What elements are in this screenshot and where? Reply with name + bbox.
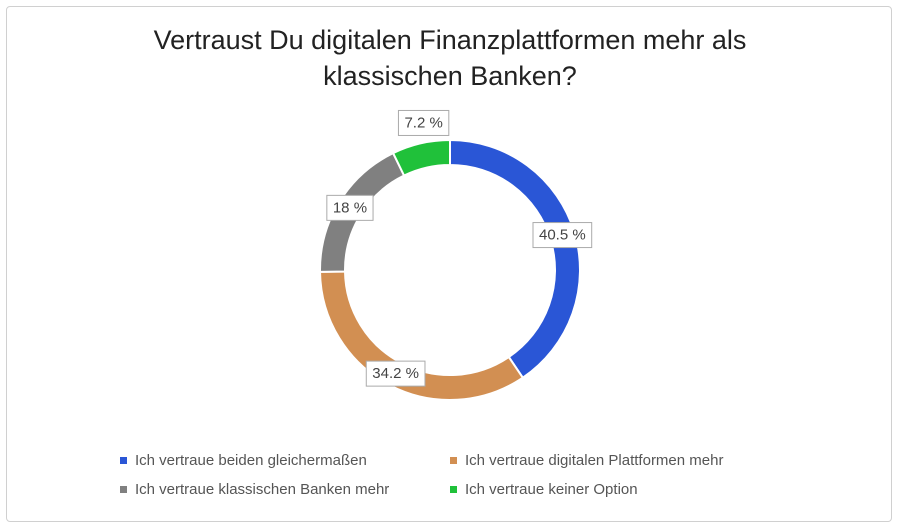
data-label: 34.2 % [365,360,426,387]
data-label-box [326,194,374,221]
legend-item: Ich vertraue keiner Option [450,481,820,498]
data-label: 18 % [326,194,374,221]
chart: 40.5 % 34.2 % 18 % 7.2 % [318,109,593,401]
legend: Ich vertraue beiden gleichermaßen Ich ver… [120,452,820,498]
chart-title: Vertraust Du digitalen Finanzplattformen… [153,25,747,91]
data-label: 40.5 % [532,222,593,249]
donut-segment [449,138,581,380]
legend-swatch [120,457,127,464]
legend-item: Ich vertraue beiden gleichermaßen [120,452,450,469]
legend-label: Ich vertraue beiden gleichermaßen [135,452,367,469]
legend-swatch [450,486,457,493]
legend-item: Ich vertraue klassischen Banken mehr [120,481,450,498]
data-label-box [365,360,426,387]
data-label-text: 18 % [333,199,367,216]
donut-segment [391,138,451,177]
data-label-box [397,109,450,136]
legend-swatch [120,486,127,493]
legend-label: Ich vertraue digitalen Plattformen mehr [465,452,724,469]
legend-label: Ich vertraue keiner Option [465,481,638,498]
legend-swatch [450,457,457,464]
data-label-box [532,222,593,249]
legend-label: Ich vertraue klassischen Banken mehr [135,481,390,498]
data-label: 7.2 % [397,109,450,136]
data-label-text: 7.2 % [404,114,442,131]
data-label-text: 40.5 % [539,227,586,244]
chart-frame [6,6,892,522]
data-label-text: 34.2 % [372,365,419,382]
legend-item: Ich vertraue digitalen Plattformen mehr [450,452,820,469]
